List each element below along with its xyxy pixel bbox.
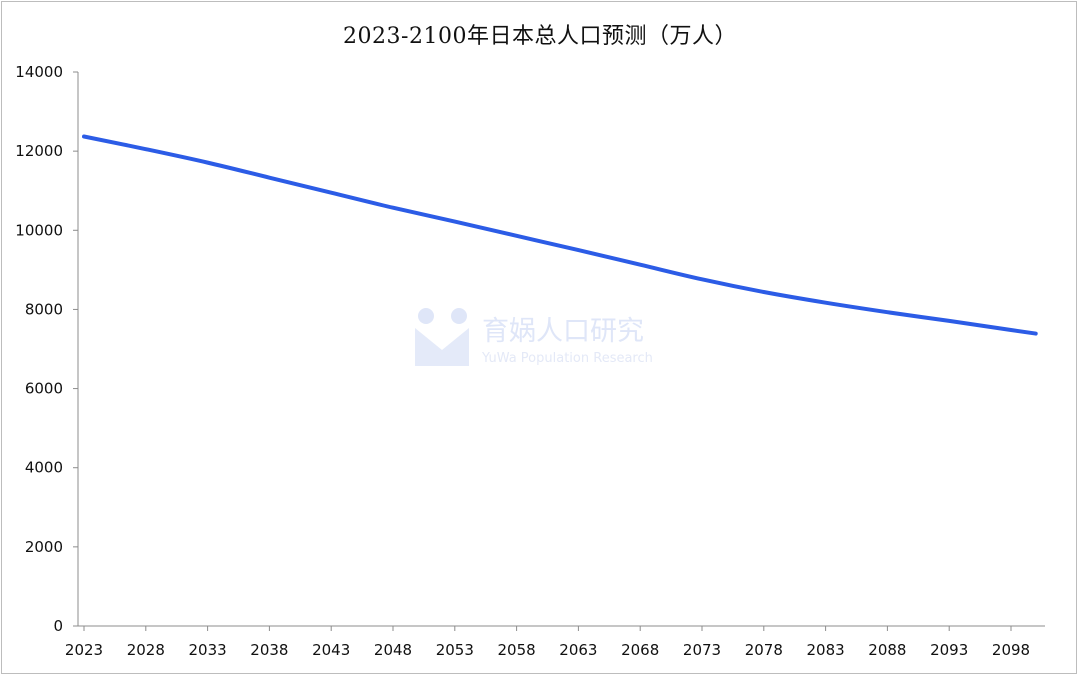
x-tick-label: 2068 xyxy=(621,641,659,659)
x-axis-ticks: 2023 2028 2033 2038 2043 2048 2053 2058 2063 2068… xyxy=(65,626,1030,659)
y-tick-label: 10000 xyxy=(15,221,63,239)
y-tick-label: 0 xyxy=(53,617,63,635)
x-tick-label: 2073 xyxy=(683,641,721,659)
x-tick-label: 2033 xyxy=(189,641,227,659)
watermark-name: 育娲人口研究 xyxy=(482,316,644,347)
x-tick-label: 2023 xyxy=(65,641,103,659)
y-axis-ticks: 0 2000 4000 6000 8000 10000 12000 14000 xyxy=(15,63,78,635)
x-tick-label: 2038 xyxy=(250,641,288,659)
x-tick-label: 2058 xyxy=(498,641,536,659)
axes xyxy=(77,72,1045,627)
y-tick-label: 2000 xyxy=(25,538,63,556)
x-tick-label: 2048 xyxy=(374,641,412,659)
y-tick-label: 14000 xyxy=(15,63,63,81)
y-tick-label: 6000 xyxy=(25,380,63,398)
chart-title: 2023-2100年日本总人口预测（万人） xyxy=(343,24,737,49)
x-tick-label: 2078 xyxy=(745,641,783,659)
x-tick-label: 2083 xyxy=(807,641,845,659)
series-line-0 xyxy=(82,134,1038,336)
watermark: 育娲人口研究 YuWa Population Research xyxy=(415,308,653,366)
x-tick-label: 2028 xyxy=(127,641,165,659)
watermark-logo-dot-left xyxy=(418,308,434,324)
x-tick-label: 2063 xyxy=(559,641,597,659)
x-tick-label: 2098 xyxy=(992,641,1030,659)
y-tick-label: 8000 xyxy=(25,300,63,318)
watermark-subtitle: YuWa Population Research xyxy=(481,351,653,366)
y-tick-label: 4000 xyxy=(25,459,63,477)
watermark-logo-dot-right xyxy=(451,308,467,324)
series-layer xyxy=(82,134,1038,336)
watermark-logo-icon xyxy=(415,328,469,366)
x-tick-label: 2093 xyxy=(930,641,968,659)
x-tick-label: 2043 xyxy=(312,641,350,659)
x-tick-label: 2088 xyxy=(868,641,906,659)
y-tick-label: 12000 xyxy=(15,142,63,160)
x-tick-label: 2053 xyxy=(436,641,474,659)
